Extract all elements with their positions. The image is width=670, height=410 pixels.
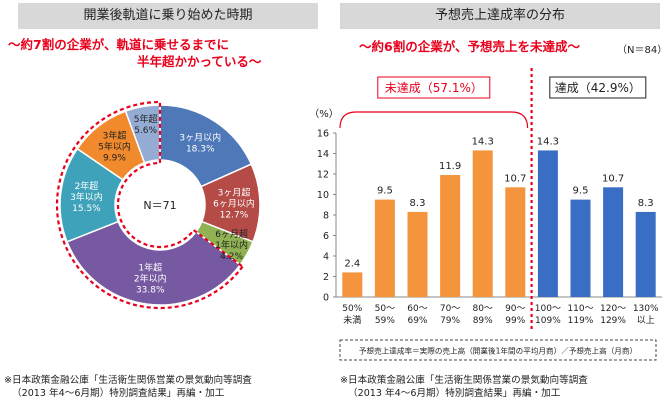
bar-8: [570, 199, 591, 297]
category-label-6: 90～ 99%: [505, 304, 526, 326]
bar-6: [505, 187, 526, 297]
right-source-note-line1: ※日本政策金融公庫「生活衛生関係営業の景気動向等調査: [340, 375, 588, 386]
donut-label-1: 3ヶ月以内 18.3%: [179, 131, 221, 154]
donut-label-5: 2年超 3年以内 15.5%: [70, 180, 103, 214]
bar-1: [342, 272, 363, 297]
bar-value-label-4: 11.9: [439, 161, 461, 172]
donut-label-6: 3年超 5年以内 9.9%: [98, 130, 131, 164]
bar-10: [635, 211, 656, 297]
bar-value-label-10: 8.3: [638, 198, 654, 209]
donut-label-2: 3ヶ月超 6ヶ月以内 12.7%: [213, 186, 255, 220]
not-achieved-label: 未達成（57.1%）: [385, 81, 483, 95]
left-panel-title: 開業後軌道に乗り始めた時期: [18, 3, 318, 29]
bar-value-label-3: 8.3: [410, 198, 426, 209]
right-panel-title: 予想売上達成率の分布: [340, 3, 660, 29]
bar-value-label-2: 9.5: [377, 186, 393, 197]
definition-text: 予想売上達成率＝実際の売上高（開業後1年間の平均月商）／予想売上高（月商）: [359, 346, 637, 356]
donut-label-7: 5年超 5.6%: [134, 113, 158, 136]
bar-2: [374, 199, 395, 297]
y-tick-label: 8: [323, 211, 329, 222]
bar-value-label-9: 10.7: [602, 173, 624, 184]
left-source-note-line2: （2013 年4～6月期）特別調査結果」再編・加工: [12, 388, 225, 399]
donut-chart: 3ヶ月以内 18.3% 3ヶ月超 6ヶ月以内 12.7% 6ヶ月超 1年以内 4.2% 1年超 2…: [55, 100, 261, 310]
y-tick-label: 4: [323, 252, 329, 263]
y-tick-label: 6: [323, 231, 329, 242]
bar-value-label-1: 2.4: [344, 258, 360, 269]
category-label-2: 50～ 59%: [375, 304, 396, 326]
y-tick-label: 14: [317, 149, 329, 160]
donut-label-4: 1年超 2年以内 33.8%: [134, 261, 167, 295]
category-label-5: 80～ 89%: [472, 304, 493, 326]
bar-value-label-5: 14.3: [472, 136, 494, 147]
bar-5: [472, 150, 493, 297]
bar-value-label-8: 9.5: [573, 186, 589, 197]
y-tick-label: 10: [317, 190, 329, 201]
bar-3: [407, 211, 428, 297]
achieved-label: 達成（42.9%）: [555, 81, 641, 95]
y-tick-label: 0: [323, 293, 329, 304]
left-source-note-line1: ※日本政策金融公庫「生活衛生関係営業の景気動向等調査: [4, 375, 252, 386]
y-axis-unit: （%）: [309, 108, 339, 120]
left-source-note: ※日本政策金融公庫「生活衛生関係営業の景気動向等調査 （2013 年4～6月期）…: [4, 374, 252, 400]
bar-chart: 0 2 4 6 8 10 12 14 16 （%） 2.4 50%未満 9.5 50～ 59% 8.3 60～ 6…: [309, 68, 662, 361]
definition-box: [339, 339, 657, 361]
category-label-9: 120～ 129%: [600, 304, 626, 326]
bar-value-label-6: 10.7: [504, 173, 526, 184]
donut-center-label: N＝71: [143, 199, 176, 212]
donut-slice-4: [66, 220, 242, 306]
right-sample-size: （N＝84）: [617, 45, 668, 56]
category-label-1: 50%未満: [342, 304, 362, 326]
category-label-3: 60～ 69%: [407, 304, 428, 326]
right-source-note: ※日本政策金融公庫「生活衛生関係営業の景気動向等調査 （2013 年4～6月期）…: [340, 374, 588, 400]
right-source-note-line2: （2013 年4～6月期）特別調査結果」再編・加工: [348, 388, 561, 399]
category-label-8: 110～ 119%: [567, 304, 593, 326]
donut-highlight-outline: [55, 100, 245, 310]
bar-9: [603, 187, 624, 297]
y-tick-label: 2: [323, 272, 329, 283]
not-achieved-bracket: [339, 111, 529, 129]
bar-7: [537, 150, 558, 297]
achieved-box: [549, 76, 647, 99]
left-subtitle-line1: ～約7割の企業が、軌道に乗せるまでに: [8, 37, 229, 52]
category-label-4: 70～ 79%: [440, 304, 461, 326]
donut-label-3: 6ヶ月超 1年以内 4.2%: [215, 228, 248, 262]
left-subtitle-line2: 半年超かかっている～: [137, 54, 262, 69]
category-label-7: 100～ 109%: [535, 304, 561, 326]
category-label-10: 130%以上: [633, 304, 659, 326]
bar-4: [440, 175, 461, 297]
y-tick-label: 12: [317, 170, 329, 181]
bar-value-label-7: 14.3: [537, 136, 559, 147]
right-subtitle: ～約6割の企業が、予想売上を未達成～: [359, 39, 580, 54]
y-tick-label: 16: [317, 129, 329, 140]
not-achieved-box: [377, 76, 491, 99]
